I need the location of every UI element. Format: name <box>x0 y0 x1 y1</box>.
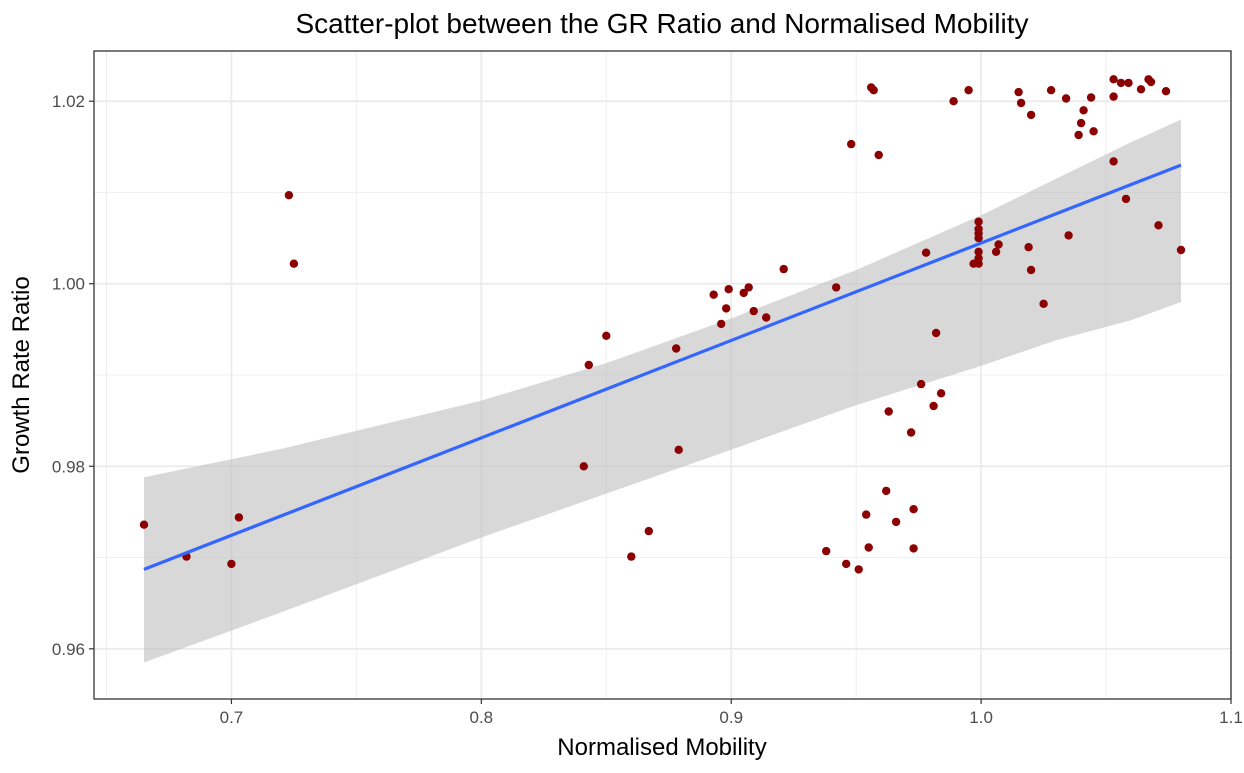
data-point <box>1016 98 1026 108</box>
y-tick-label: 1.02 <box>52 92 85 111</box>
data-point <box>882 486 891 496</box>
y-axis-title: Growth Rate Ratio <box>8 276 35 473</box>
data-point <box>1026 110 1036 120</box>
fit-line-layer <box>143 163 1182 571</box>
confidence-band-layer <box>144 119 1181 663</box>
data-point <box>994 240 1003 249</box>
data-point <box>931 328 941 338</box>
data-point <box>227 559 236 569</box>
data-point <box>916 379 926 389</box>
data-point <box>1026 265 1036 275</box>
data-point <box>842 559 851 569</box>
data-point <box>722 304 731 313</box>
data-point <box>709 290 718 299</box>
data-point <box>854 565 863 574</box>
data-point <box>717 319 726 329</box>
data-point <box>909 544 918 553</box>
data-point <box>602 331 611 340</box>
data-point <box>672 344 681 353</box>
data-point <box>1089 127 1098 136</box>
data-point <box>936 389 946 398</box>
x-axis-title: Normalised Mobility <box>557 734 766 761</box>
data-point <box>974 247 983 256</box>
data-point <box>1109 157 1118 166</box>
data-point <box>1064 231 1073 240</box>
data-point <box>674 445 683 454</box>
data-point <box>1079 106 1088 115</box>
data-point <box>929 401 938 411</box>
data-point <box>284 191 294 200</box>
panel-border <box>93 50 1232 700</box>
data-point <box>906 428 916 437</box>
data-points <box>139 75 1186 574</box>
y-tick-label: 0.96 <box>52 640 85 659</box>
data-point <box>874 150 883 160</box>
data-point <box>974 259 983 268</box>
confidence-band <box>144 119 1181 663</box>
data-point <box>139 520 149 529</box>
data-point <box>1146 77 1156 87</box>
data-point <box>779 264 788 274</box>
plot-panel <box>93 50 1232 700</box>
data-point <box>1046 86 1056 95</box>
data-point <box>1086 93 1096 102</box>
data-point <box>864 543 873 552</box>
data-point <box>644 526 653 536</box>
x-tick-label: 1.1 <box>1219 708 1243 727</box>
data-point <box>862 510 871 519</box>
data-point <box>762 313 771 322</box>
data-point <box>921 248 931 257</box>
data-point <box>749 306 758 316</box>
data-point <box>909 505 918 514</box>
data-point <box>1121 194 1131 204</box>
data-point <box>884 407 893 416</box>
data-point <box>1061 94 1071 103</box>
data-point <box>964 86 973 95</box>
x-tick-label: 0.8 <box>470 708 494 727</box>
data-point <box>1039 299 1048 308</box>
data-point <box>869 86 878 95</box>
data-point <box>739 288 748 298</box>
data-point <box>847 139 856 149</box>
data-point <box>1014 87 1023 97</box>
data-point <box>1074 130 1083 140</box>
data-point <box>949 97 958 106</box>
x-tick-label: 1.0 <box>969 708 993 727</box>
data-point <box>1116 78 1126 88</box>
data-point <box>579 462 588 471</box>
data-point <box>991 247 1001 256</box>
data-point <box>1024 243 1033 252</box>
data-point <box>1176 245 1186 255</box>
y-axis-ticks: 0.96 0.98 1.00 1.02 <box>52 92 94 659</box>
data-point <box>1076 118 1086 128</box>
data-point <box>627 552 636 561</box>
data-point <box>822 546 831 556</box>
x-tick-label: 0.9 <box>719 708 743 727</box>
chart-title: Scatter-plot between the GR Ratio and No… <box>295 8 1028 39</box>
data-point <box>1154 221 1163 230</box>
data-point <box>974 217 983 226</box>
data-point <box>1109 92 1118 101</box>
x-tick-label: 0.7 <box>220 708 244 727</box>
data-point <box>1136 85 1146 94</box>
data-point <box>832 283 841 292</box>
data-point <box>289 259 299 268</box>
data-point <box>1161 87 1171 96</box>
y-tick-label: 1.00 <box>52 275 85 294</box>
data-point <box>584 360 593 370</box>
data-point <box>234 513 244 522</box>
fit-line <box>143 163 1182 571</box>
data-point <box>724 285 733 294</box>
data-point <box>1109 75 1118 84</box>
data-point <box>974 233 983 243</box>
data-point <box>891 517 901 527</box>
data-point <box>744 283 753 292</box>
y-tick-label: 0.98 <box>52 457 85 476</box>
data-point <box>1124 78 1133 88</box>
x-axis-ticks: 0.7 0.8 0.9 1.0 1.1 <box>220 699 1243 727</box>
